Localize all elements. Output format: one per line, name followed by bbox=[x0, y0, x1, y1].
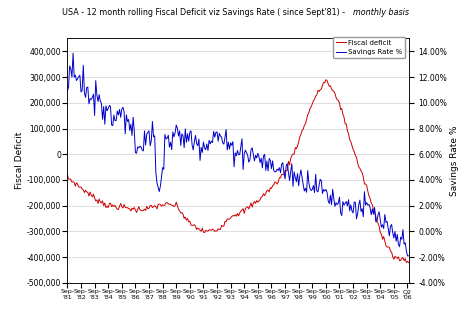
Fiscal deficit bbox=[301, 124, 307, 128]
Savings Rate % bbox=[379, 225, 384, 229]
Savings Rate % bbox=[405, 254, 410, 258]
Savings Rate % bbox=[390, 231, 396, 235]
Y-axis label: Fiscal Deficit: Fiscal Deficit bbox=[15, 132, 24, 189]
Line: Savings Rate %: Savings Rate % bbox=[67, 53, 409, 256]
Savings Rate % bbox=[302, 186, 308, 190]
Fiscal deficit bbox=[64, 173, 70, 177]
Line: Fiscal deficit: Fiscal deficit bbox=[67, 80, 409, 263]
Fiscal deficit bbox=[388, 249, 393, 253]
Savings Rate % bbox=[388, 224, 393, 228]
Savings Rate % bbox=[64, 89, 70, 93]
Text: USA - 12 month rolling Fiscal Deficit viz Savings Rate ( since Sept'81) -: USA - 12 month rolling Fiscal Deficit vi… bbox=[62, 8, 347, 17]
Savings Rate % bbox=[342, 201, 348, 205]
Savings Rate % bbox=[176, 134, 182, 138]
Text: monthly basis: monthly basis bbox=[353, 8, 409, 17]
Fiscal deficit bbox=[390, 255, 396, 259]
Fiscal deficit bbox=[323, 78, 328, 82]
Fiscal deficit bbox=[406, 261, 411, 265]
Y-axis label: Savings Rate %: Savings Rate % bbox=[450, 125, 459, 196]
Savings Rate % bbox=[70, 51, 76, 55]
Fiscal deficit bbox=[174, 204, 180, 208]
Savings Rate % bbox=[406, 254, 411, 258]
Fiscal deficit bbox=[379, 232, 384, 236]
Fiscal deficit bbox=[342, 122, 348, 126]
Legend: Fiscal deficit, Savings Rate %: Fiscal deficit, Savings Rate % bbox=[333, 37, 405, 58]
